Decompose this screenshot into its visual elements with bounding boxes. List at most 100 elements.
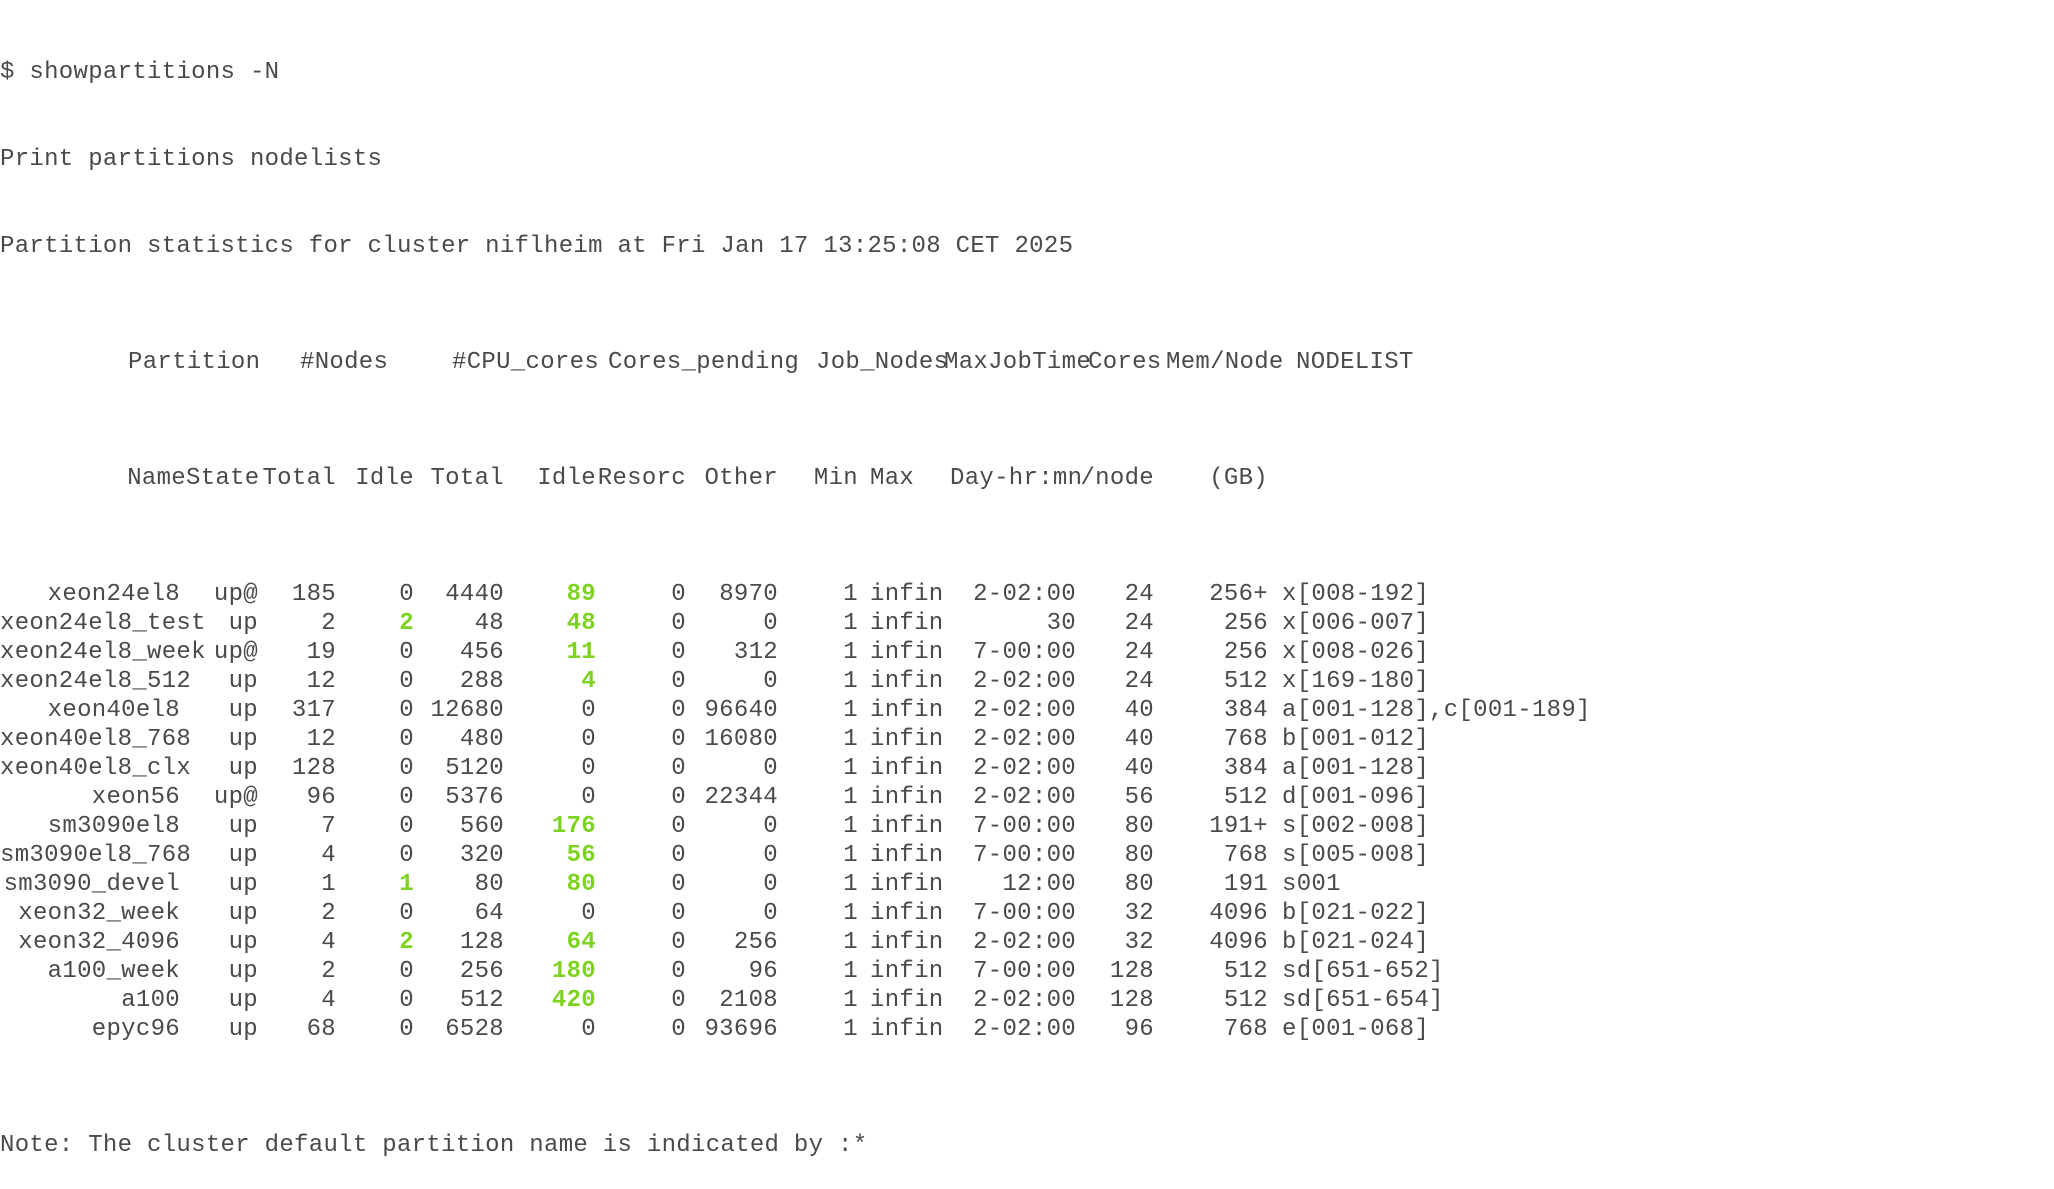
cell-mem-node: 512 [1223, 784, 1268, 811]
cell-mem-node: 384 [1223, 755, 1268, 782]
cell-other: 0 [763, 871, 778, 898]
cell-state: up [228, 813, 258, 840]
cell-other: 93696 [704, 1016, 778, 1043]
cell-nodelist: x[006-007] [1282, 610, 1430, 637]
cell-max: infin [870, 842, 944, 869]
cell-other: 8970 [719, 581, 778, 608]
cell-nodes-idle: 0 [399, 900, 414, 927]
cell-other: 0 [763, 813, 778, 840]
cell-mem-node: 512 [1223, 987, 1268, 1014]
cell-maxtime: 2-02:00 [973, 668, 1076, 695]
cell-min: 1 [843, 929, 858, 956]
cell-mem-node: 256+ [1209, 581, 1268, 608]
header-gb: (GB) [1209, 465, 1268, 492]
cell-nodelist: d[001-096] [1282, 784, 1430, 811]
cell-min: 1 [843, 900, 858, 927]
cell-mem-node: 768 [1223, 1016, 1268, 1043]
cell-nodelist: a[001-128] [1282, 755, 1430, 782]
cell-mem-node: 256 [1223, 639, 1268, 666]
cell-cores-idle: 48 [566, 610, 596, 637]
table-row: xeon40el8_clx up 128 0 5120 0 0 0 1 infin 2-02:00 4… [0, 754, 2054, 783]
cell-cores-idle: 4 [581, 668, 596, 695]
cell-resorc: 0 [671, 842, 686, 869]
cell-maxtime: 2-02:00 [973, 929, 1076, 956]
cell-cores-idle: 0 [581, 755, 596, 782]
cell-other: 0 [763, 755, 778, 782]
cell-nodes-total: 19 [306, 639, 336, 666]
header-name: Name [127, 465, 186, 492]
cell-cores-total: 4440 [445, 581, 504, 608]
cell-partition-name: xeon40el8 [47, 697, 180, 724]
cell-resorc: 0 [671, 987, 686, 1014]
cell-cores-per-node: 24 [1124, 610, 1154, 637]
cell-partition-name: xeon24el8_test [0, 610, 206, 637]
cell-cores-idle: 420 [551, 987, 596, 1014]
cell-nodelist: s001 [1282, 871, 1341, 898]
cell-maxtime: 7-00:00 [973, 639, 1076, 666]
cell-cores-total: 512 [459, 987, 504, 1014]
header-nodelist: NODELIST [1296, 349, 1414, 376]
cell-nodes-total: 4 [321, 929, 336, 956]
cell-state: up [228, 668, 258, 695]
header-day-hr-mn: Day-hr:mn [950, 465, 1083, 492]
cell-resorc: 0 [671, 900, 686, 927]
table-row: a100 up 4 0 512 420 0 2108 1 infin 2-02:00 128 512 sd… [0, 986, 2054, 1015]
cell-nodes-idle: 1 [399, 871, 414, 898]
cell-cores-total: 5376 [445, 784, 504, 811]
cell-cores-total: 288 [459, 668, 504, 695]
cell-state: up [228, 842, 258, 869]
cell-partition-name: xeon40el8_768 [0, 726, 192, 753]
table-row: xeon32_week up 2 0 64 0 0 0 1 infin 7-00:00 32 4096 b… [0, 899, 2054, 928]
cell-state: up@ [213, 784, 258, 811]
cell-cores-idle: 0 [581, 784, 596, 811]
cell-other: 0 [763, 900, 778, 927]
table-row: sm3090el8_768 up 4 0 320 56 0 0 1 infin 7-00:00 80 7… [0, 841, 2054, 870]
table-row: xeon24el8_week up@ 19 0 456 11 0 312 1 infin 7-00:… [0, 638, 2054, 667]
header-resorc: Resorc [597, 465, 686, 492]
cell-min: 1 [843, 639, 858, 666]
table-row: sm3090el8 up 7 0 560 176 0 0 1 infin 7-00:00 80 191+… [0, 812, 2054, 841]
cell-nodes-total: 68 [306, 1016, 336, 1043]
cell-maxtime: 7-00:00 [973, 813, 1076, 840]
table-row: xeon24el8_512 up 12 0 288 4 0 0 1 infin 2-02:00 24 5… [0, 667, 2054, 696]
cell-other: 0 [763, 668, 778, 695]
cell-mem-node: 4096 [1209, 929, 1268, 956]
terminal-window[interactable]: $ showpartitions -N Print partitions nod… [0, 0, 2054, 1159]
cell-cores-idle: 80 [566, 871, 596, 898]
cell-cores-idle: 89 [566, 581, 596, 608]
cell-partition-name: a100_week [47, 958, 180, 985]
cell-cores-per-node: 40 [1124, 755, 1154, 782]
header-cores-pending: Cores_pending [608, 349, 800, 376]
cell-mem-node: 768 [1223, 726, 1268, 753]
cell-nodelist: s[005-008] [1282, 842, 1430, 869]
cell-nodes-idle: 0 [399, 1016, 414, 1043]
cell-min: 1 [843, 697, 858, 724]
cell-state: up [228, 726, 258, 753]
cell-state: up [228, 871, 258, 898]
stats-line: Partition statistics for cluster niflhei… [0, 233, 1074, 260]
header-max: Max [870, 465, 915, 492]
cell-cores-idle: 0 [581, 900, 596, 927]
cell-nodelist: x[169-180] [1282, 668, 1430, 695]
cell-resorc: 0 [671, 668, 686, 695]
cell-mem-node: 256 [1223, 610, 1268, 637]
cell-nodes-idle: 0 [399, 842, 414, 869]
cell-cores-idle: 64 [566, 929, 596, 956]
cell-maxtime: 2-02:00 [973, 755, 1076, 782]
table-row: xeon32_4096 up 4 2 128 64 0 256 1 infin 2-02:00 32 4… [0, 928, 2054, 957]
cell-state: up [228, 610, 258, 637]
cell-mem-node: 191 [1223, 871, 1268, 898]
cell-nodelist: b[021-022] [1282, 900, 1430, 927]
cell-nodes-idle: 0 [399, 784, 414, 811]
cell-min: 1 [843, 1016, 858, 1043]
cell-nodes-idle: 0 [399, 697, 414, 724]
cell-min: 1 [843, 610, 858, 637]
cell-cores-total: 64 [474, 900, 504, 927]
cell-mem-node: 384 [1223, 697, 1268, 724]
table-row: epyc96 up 68 0 6528 0 0 93696 1 infin 2-02:00 96 768… [0, 1015, 2054, 1044]
cell-cores-total: 128 [459, 929, 504, 956]
cell-partition-name: sm3090el8_768 [0, 842, 192, 869]
cell-cores-total: 48 [474, 610, 504, 637]
cell-maxtime: 30 [1046, 610, 1076, 637]
cell-nodelist: x[008-192] [1282, 581, 1430, 608]
